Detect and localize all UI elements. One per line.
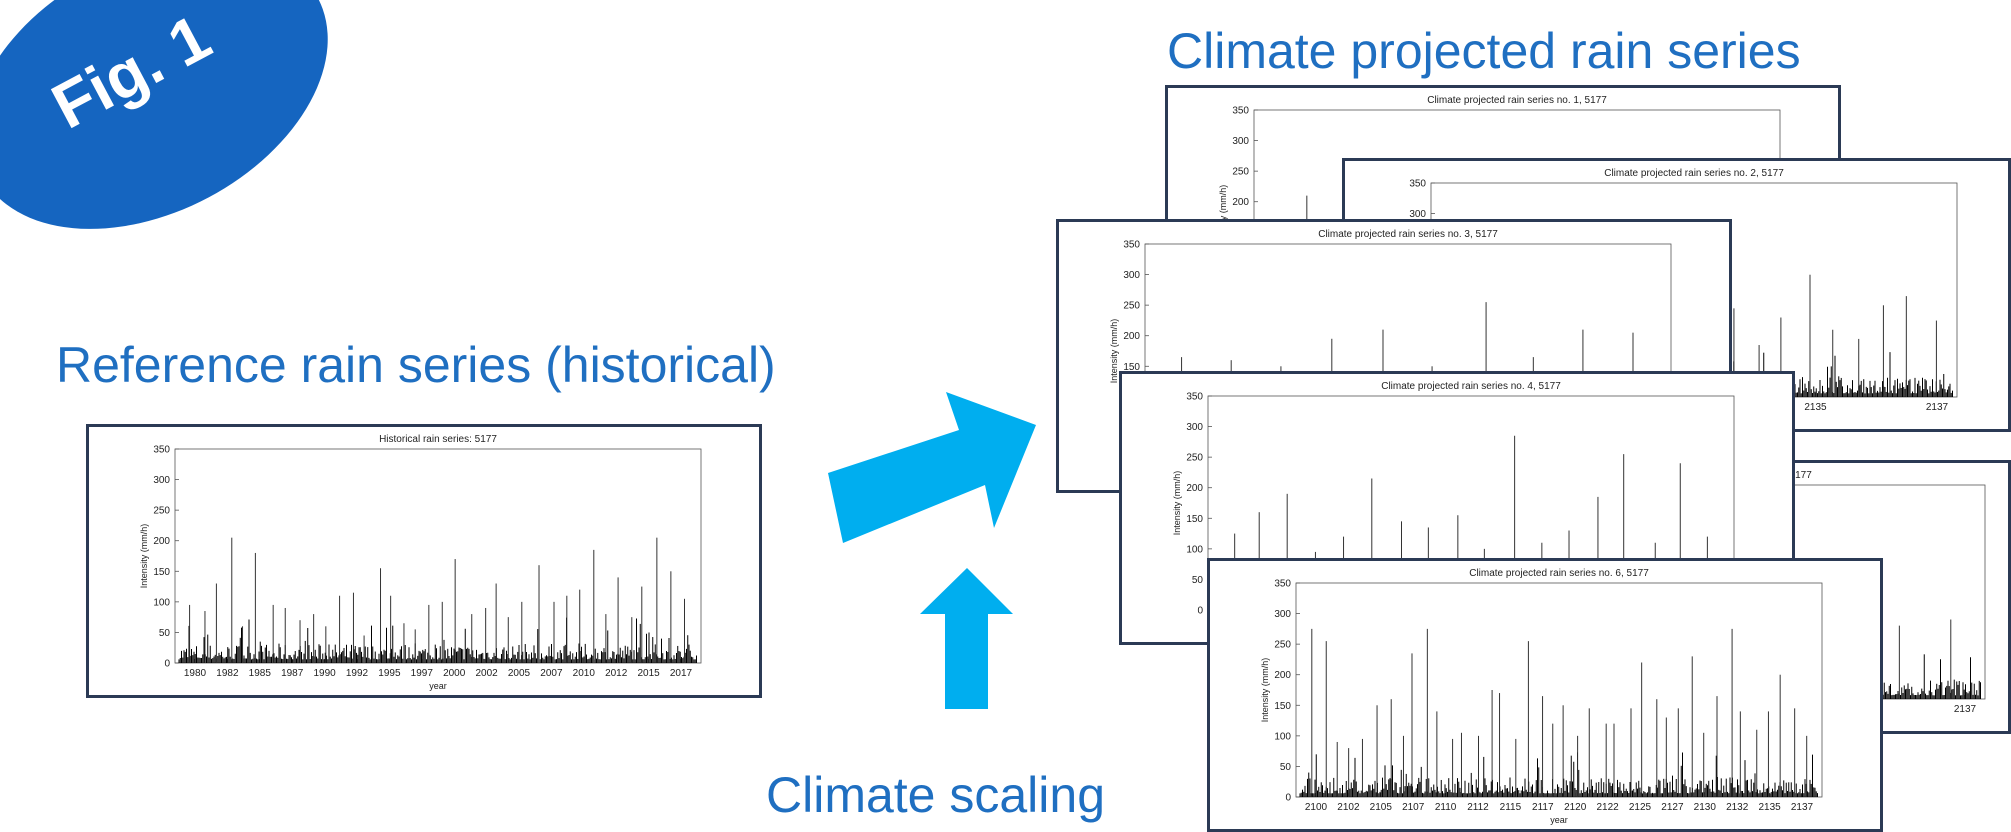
y-tick-label: 350 [1123,240,1140,251]
x-tick-label: 2130 [1694,802,1717,813]
y-tick-label: 300 [1186,422,1203,433]
x-tick-label: 1980 [184,668,207,679]
y-tick-label: 350 [1409,179,1426,190]
chart-title: Climate projected rain series no. 1, 517… [1427,95,1607,106]
x-tick-label: 2105 [1370,802,1393,813]
y-tick-label: 250 [1123,301,1140,312]
chart-title: Historical rain series: 5177 [379,434,497,445]
y-tick-label: 300 [1409,209,1426,220]
x-tick-label: 1995 [378,668,401,679]
y-tick-label: 250 [153,506,170,517]
chart-title: Climate projected rain series no. 6, 517… [1469,568,1649,579]
x-tick-label: 2012 [605,668,628,679]
x-tick-label: 1992 [346,668,369,679]
y-tick-label: 50 [1280,762,1292,773]
x-tick-label: 2122 [1596,802,1619,813]
y-tick-label: 150 [1123,362,1140,373]
y-tick-label: 350 [153,445,170,456]
y-axis-label: Intensity (mm/h) [1109,319,1119,384]
y-tick-label: 50 [1192,575,1204,586]
x-tick-label: 1990 [313,668,336,679]
x-tick-label: 2017 [670,668,693,679]
y-tick-label: 0 [1197,606,1203,617]
y-axis-label: Intensity (mm/h) [1172,471,1182,536]
x-tick-label: 2015 [637,668,660,679]
x-tick-label: 2137 [1954,704,1977,715]
y-tick-label: 150 [153,567,170,578]
x-tick-label: 2115 [1500,802,1522,813]
x-tick-label: 2007 [540,668,563,679]
x-tick-label: 2125 [1629,802,1652,813]
plot-frame [174,448,702,664]
projected-plot-6: Climate projected rain series no. 6, 517… [1207,558,1883,832]
x-tick-label: 2102 [1337,802,1360,813]
y-tick-label: 100 [1186,544,1203,555]
chart-title: Climate projected rain series no. 4, 517… [1381,381,1561,392]
y-tick-label: 0 [164,659,170,670]
projected-heading: Climate projected rain series [1167,23,1801,79]
y-tick-label: 100 [1274,731,1291,742]
reference-heading: Reference rain series (historical) [56,337,776,393]
y-tick-label: 350 [1274,579,1291,590]
y-tick-label: 350 [1186,392,1203,403]
x-tick-label: 2010 [573,668,596,679]
y-tick-label: 150 [1274,701,1291,712]
scaling-arrow [920,568,1013,709]
x-tick-label: 2137 [1791,802,1814,813]
x-tick-label: 2127 [1661,802,1684,813]
historical-plot: Historical rain series: 5177 0 50 100 150 200… [86,424,762,698]
x-tick-label: 2000 [443,668,466,679]
x-tick-label: 2137 [1926,402,1949,413]
y-axis-label: Intensity (mm/h) [1218,185,1228,250]
x-axis-label: year [429,681,447,691]
chart-title: Climate projected rain series no. 2, 517… [1604,168,1784,179]
plot-frame [1295,582,1823,798]
x-tick-label: 1987 [281,668,304,679]
x-tick-label: 1985 [249,668,272,679]
y-tick-label: 200 [1232,197,1249,208]
y-tick-label: 0 [1285,793,1291,804]
rain-bars [178,617,697,663]
x-tick-label: 2132 [1726,802,1749,813]
x-tick-label: 1982 [216,668,239,679]
y-tick-label: 250 [1232,167,1249,178]
scaling-heading: Climate scaling [766,767,1106,823]
y-tick-label: 50 [159,628,171,639]
y-tick-label: 200 [1186,483,1203,494]
y-tick-label: 250 [1274,640,1291,651]
y-tick-label: 100 [153,597,170,608]
x-tick-label: 2002 [475,668,498,679]
x-tick-label: 2100 [1305,802,1328,813]
y-tick-label: 200 [1123,331,1140,342]
x-tick-label: 2110 [1435,802,1457,813]
y-tick-label: 300 [1123,270,1140,281]
y-tick-label: 300 [1232,136,1249,147]
x-tick-label: 2117 [1532,802,1554,813]
y-axis-label: Intensity (mm/h) [139,524,149,589]
x-tick-label: 1997 [411,668,434,679]
y-tick-label: 250 [1186,453,1203,464]
x-tick-label: 2107 [1402,802,1425,813]
x-tick-label: 2112 [1467,802,1489,813]
chart-title: Climate projected rain series no. 3, 517… [1318,229,1498,240]
x-tick-label: 2120 [1564,802,1587,813]
y-axis-label: Intensity (mm/h) [1260,658,1270,723]
y-tick-label: 300 [1274,609,1291,620]
x-tick-label: 2135 [1758,802,1781,813]
x-tick-label: 2135 [1804,402,1827,413]
y-tick-label: 150 [1186,514,1203,525]
y-tick-label: 200 [1274,670,1291,681]
y-tick-label: 300 [153,475,170,486]
y-tick-label: 350 [1232,106,1249,117]
projection-arrow [828,392,1036,543]
y-tick-label: 200 [153,536,170,547]
x-axis-label: year [1550,815,1568,825]
x-tick-label: 2005 [508,668,531,679]
